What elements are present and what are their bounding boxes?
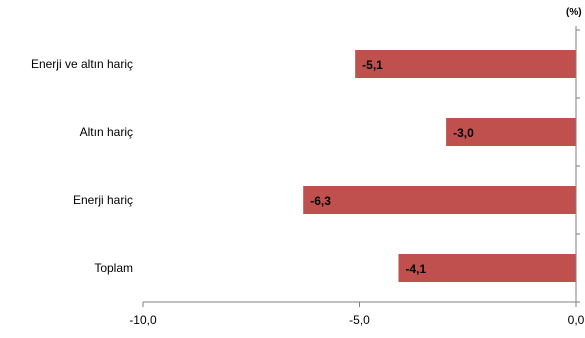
bar-value-label: -3,0 [453, 126, 474, 140]
x-tick-label: -10,0 [129, 313, 157, 327]
category-label: Enerji ve altın hariç [31, 57, 133, 71]
category-label: Altın hariç [80, 125, 133, 139]
bar-value-label: -4,1 [405, 262, 426, 276]
bar-value-label: -5,1 [362, 58, 383, 72]
bar [303, 186, 576, 214]
x-tick-label: 0,0 [568, 313, 585, 327]
bar-value-label: -6,3 [310, 194, 331, 208]
unit-label: (%) [566, 7, 582, 18]
bars-layer: -5,1 Enerji ve altın hariç -3,0 Altın hariç… [31, 50, 576, 282]
x-tick-label: -5,0 [349, 313, 370, 327]
category-label: Toplam [94, 261, 133, 275]
bar [355, 50, 576, 78]
category-label: Enerji hariç [73, 193, 133, 207]
